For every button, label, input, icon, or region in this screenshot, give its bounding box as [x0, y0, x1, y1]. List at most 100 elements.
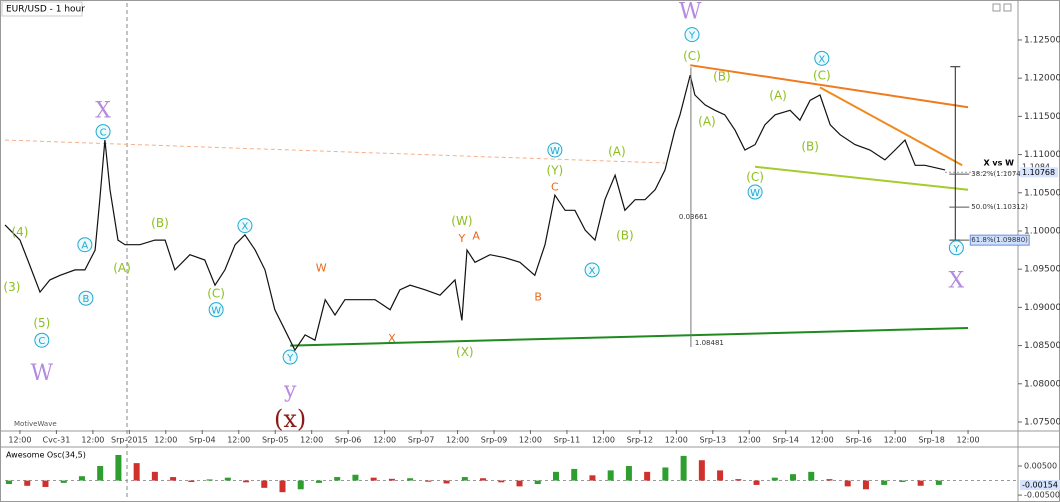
wave-circle [948, 240, 964, 256]
osc-bar [78, 476, 85, 481]
wave-label: C [38, 336, 45, 347]
osc-bar [115, 454, 122, 481]
osc-bar [170, 477, 177, 481]
osc-bar [607, 470, 614, 481]
osc-bar [516, 480, 523, 487]
x-tick-label: 12:00 [738, 436, 761, 445]
x-tick-label: 12:00 [884, 436, 907, 445]
projection-label: X vs W [983, 159, 1014, 168]
osc-bar [42, 480, 49, 487]
icon[interactable] [1003, 3, 1012, 12]
osc-bar [261, 480, 268, 488]
trendline [754, 165, 969, 191]
wave-label: (A) [698, 114, 716, 128]
osc-bar [297, 480, 304, 490]
x-tick-label: Srp-18 [918, 436, 945, 445]
wave-label: W [679, 0, 702, 25]
price-box-label: 1.10768 [1022, 168, 1055, 177]
trendline [690, 64, 969, 109]
osc-bar [698, 460, 705, 481]
wave-label: Y [688, 31, 696, 42]
x-tick-label: Srp-14 [772, 436, 799, 445]
wave-label: W [31, 361, 54, 386]
wave-circle [684, 27, 700, 43]
osc-bar [534, 480, 541, 485]
osc-bar [790, 474, 797, 481]
x-tick-label: Srp-06 [335, 436, 362, 445]
osc-bar [935, 480, 942, 485]
osc-bar [315, 480, 322, 483]
osc-bar [24, 480, 31, 486]
x-tick-label: Srp-12 [627, 436, 654, 445]
x-tick-label: Srp-05 [262, 436, 289, 445]
wave-label: (Y) [547, 163, 564, 177]
x-tick-label: 12:00 [300, 436, 323, 445]
osc-bar [188, 480, 195, 483]
x-tick-label: Srp-2015 [111, 436, 148, 445]
osc-bar [644, 471, 651, 481]
wave-label: (C) [683, 49, 701, 63]
osc-bar [133, 463, 140, 481]
x-tick-label: Srp-11 [554, 436, 581, 445]
trendline [290, 327, 969, 347]
y-tick-label: 1.09000 [1024, 303, 1060, 313]
osc-bar [388, 478, 395, 481]
y-tick-label: 1.09500 [1024, 265, 1060, 275]
x-tick-label: 12:00 [81, 436, 104, 445]
osc-bar [97, 466, 104, 481]
wave-label: Y [458, 232, 466, 245]
fib-label: 38.2%(1.10744) [971, 170, 1028, 178]
y-tick-label: 1.12000 [1024, 74, 1060, 84]
wave-circle [282, 349, 298, 365]
wave-label: W [750, 188, 760, 199]
wave-label: (B) [713, 69, 731, 83]
wave-label: y [283, 378, 297, 403]
wave-circle [584, 262, 600, 278]
osc-tick-label: -0.00500 [1024, 491, 1060, 500]
osc-bar [352, 474, 359, 481]
wave-label: X [949, 269, 965, 294]
wave-circle [34, 332, 50, 348]
wave-label: (W) [451, 214, 472, 228]
wave-label: (C) [207, 286, 225, 300]
x-tick-label: 12:00 [154, 436, 177, 445]
osc-bar [498, 480, 505, 483]
fib-label: 50.0%(1.10312) [971, 203, 1028, 211]
chart-title: EUR/USD - 1 hour [6, 5, 85, 15]
price-line [4, 74, 946, 352]
wave-label: W [316, 262, 327, 275]
osc-bar [370, 477, 377, 481]
measure-low: 1.08481 [695, 339, 724, 347]
x-tick-label: 12:00 [519, 436, 542, 445]
wave-label: (C) [746, 170, 764, 184]
osc-bar [461, 477, 468, 481]
wave-label: (X) [456, 345, 474, 359]
osc-bar [735, 479, 742, 481]
price-box-label: 1.1084 [1022, 162, 1050, 171]
osc-last-label: -0.00154 [1022, 481, 1058, 490]
icon[interactable] [992, 3, 1001, 12]
osc-bar [443, 480, 450, 484]
y-tick-label: 1.11500 [1024, 112, 1060, 122]
x-tick-label: 12:00 [665, 436, 688, 445]
wave-circle [77, 237, 93, 253]
fib-highlight [969, 234, 1030, 246]
wave-label: Y [286, 353, 294, 364]
wave-circle [747, 184, 763, 200]
osc-bar [844, 480, 851, 487]
osc-title: Awesome Osc(34,5) [6, 451, 86, 460]
osc-bar [753, 480, 760, 485]
x-tick-label: 12:00 [592, 436, 615, 445]
x-tick-label: 12:00 [446, 436, 469, 445]
x-tick-label: 12:00 [957, 436, 980, 445]
watermark: MotiveWave [14, 420, 57, 428]
osc-bar [151, 471, 158, 481]
x-tick-label: Srp-07 [408, 436, 435, 445]
osc-bar [60, 480, 67, 483]
wave-circle [814, 50, 830, 66]
window-icons[interactable] [992, 3, 1012, 12]
x-tick-label: 12:00 [8, 436, 31, 445]
wave-label: (C) [813, 69, 831, 83]
